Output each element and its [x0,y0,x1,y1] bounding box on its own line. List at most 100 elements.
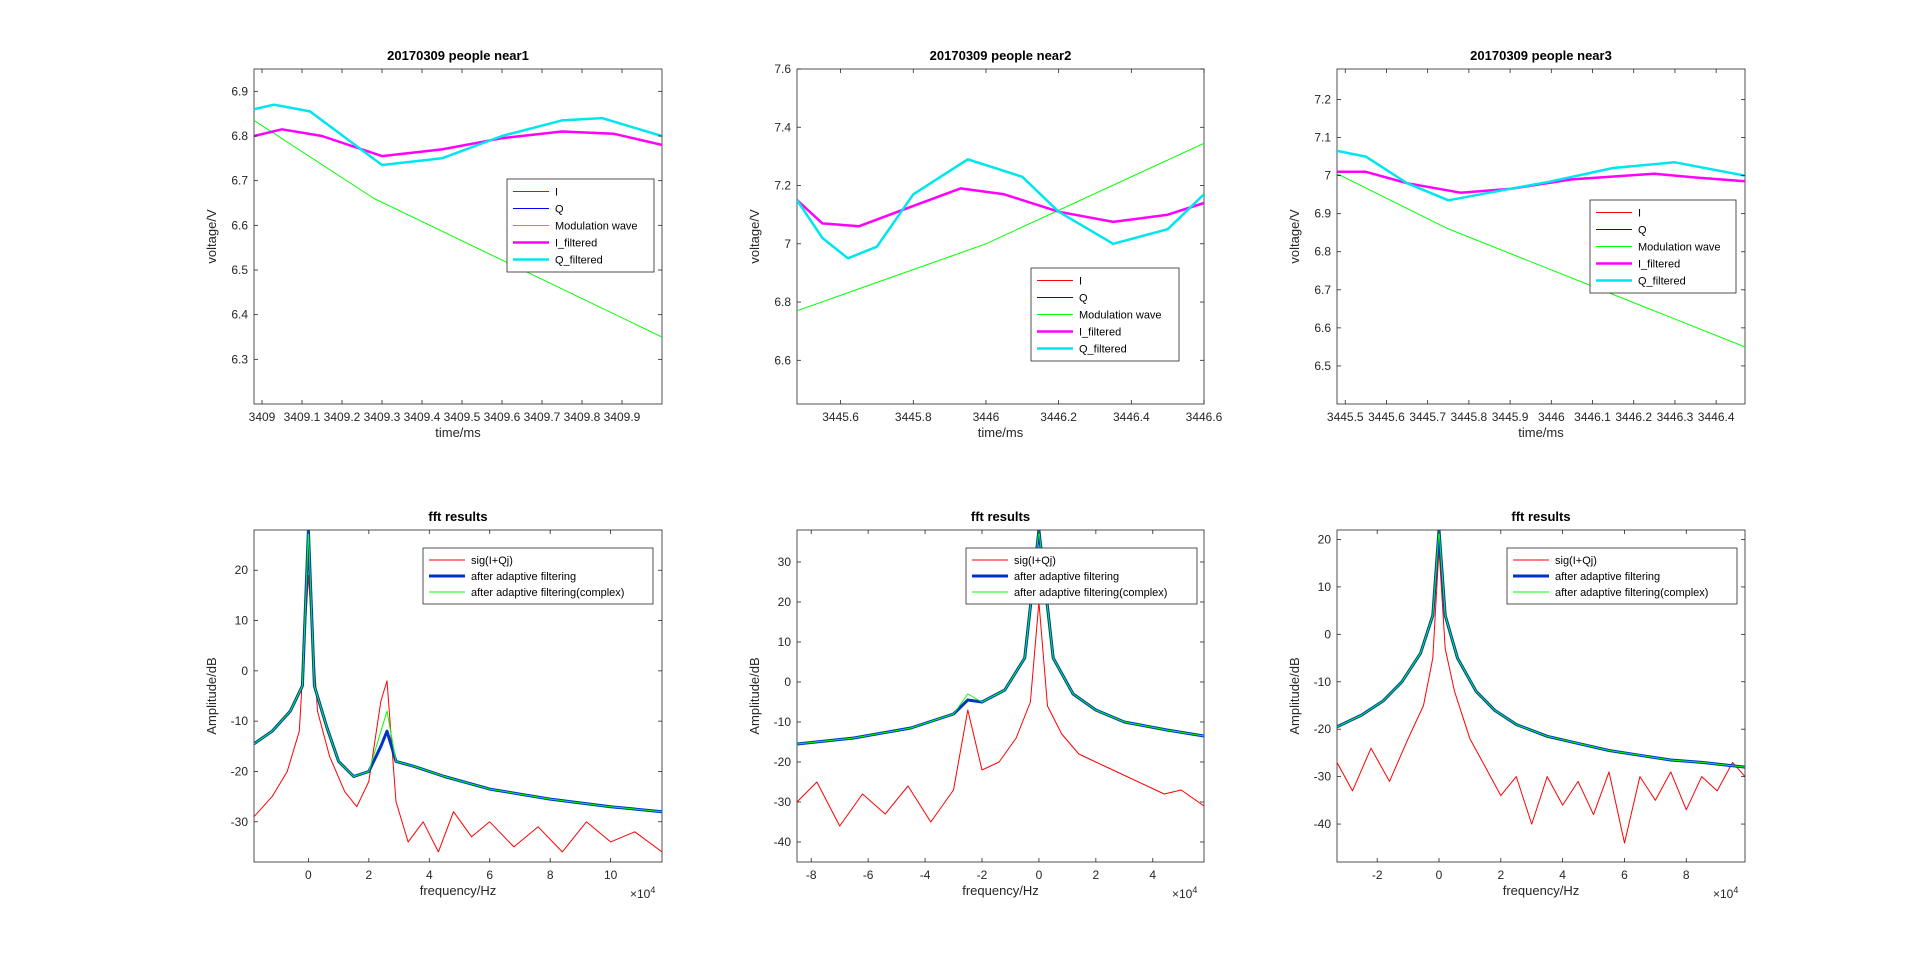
x-tick-label: 3446.2 [1615,410,1652,424]
legend-entry: Modulation wave [1638,242,1721,254]
x-tick-label: 3446 [1538,410,1565,424]
x-tick-label: 10 [604,868,618,882]
legend: sig(I+Qj) after adaptive filtering after a… [422,547,654,605]
y-tick-label: 6.8 [1314,245,1331,259]
y-tick-label: 10 [778,635,792,649]
y-tick-label: -40 [1314,817,1332,831]
legend-entry: after adaptive filtering [1014,571,1119,583]
y-tick-label: 7.2 [1314,92,1331,106]
y-tick-label: 7.4 [774,120,791,134]
x-tick-label: 3446.3 [1657,410,1694,424]
y-tick-label: -30 [1314,770,1332,784]
series-line-1 [1337,548,1745,844]
y-tick-label: 7.6 [774,62,791,76]
legend-entry: Q_filtered [555,255,603,267]
x-tick-label: 3409.8 [564,410,601,424]
y-axis-label: Amplitude/dB [204,657,219,734]
x-tick-label: 3409.1 [284,410,321,424]
y-axis-label: voltage/V [747,209,762,264]
x-axis-label: time/ms [435,425,481,440]
series-line-5 [254,103,662,167]
series-line-1 [797,601,1204,827]
x-axis-label: time/ms [978,425,1024,440]
series-line-3 [1337,173,1745,348]
series-group [254,530,662,853]
x-tick-label: 3409.2 [324,410,361,424]
x-tick-label: 8 [1683,868,1690,882]
y-tick-label: 0 [1324,627,1331,641]
y-tick-label: 6.6 [774,353,791,367]
x-tick-label: 3445.9 [1492,410,1529,424]
legend-entry: I [1638,208,1641,220]
chart-title: fft results [1511,509,1570,524]
series-line-3 [1337,530,1745,768]
series-line-4 [254,128,662,158]
x-tick-label: 3445.6 [1368,410,1405,424]
y-axis-label: Amplitude/dB [1287,657,1302,734]
chart-title: fft results [971,509,1030,524]
x-tick-label: 3446.6 [1186,410,1223,424]
x-tick-label: 6 [486,868,493,882]
chart-panel-3: 3445.5 3445.6 3445.7 3445.8 3445.9 3446 3446.1… [1287,48,1746,440]
legend-entry: after adaptive filtering(complex) [1014,587,1167,599]
x-tick-label: 0 [1036,868,1043,882]
y-tick-label: 6.9 [231,84,248,98]
x-tick-label: 3445.6 [822,410,859,424]
x-tick-label: -8 [806,868,817,882]
y-tick-label: 7 [1324,169,1331,183]
y-tick-label: 0 [784,675,791,689]
y-tick-label: 6.7 [1314,283,1331,297]
x-tick-label: 0 [305,868,312,882]
x-tick-label: 3409.3 [364,410,401,424]
y-tick-label: 6.7 [231,174,248,188]
x-tick-label: -6 [863,868,874,882]
legend-entry: Q [1079,293,1088,305]
x-tick-label: 3409 [249,410,276,424]
y-tick-label: -10 [774,715,792,729]
chart-panel-2: 3445.6 3445.8 3446 3446.2 3446.4 3446.6 6.6 6.8… [747,48,1223,440]
series-group [797,142,1204,312]
series-group [254,103,662,338]
y-tick-label: 30 [778,555,792,569]
y-tick-label: 20 [235,563,249,577]
x-tick-label: 3409.9 [604,410,641,424]
series-line-3 [797,530,1204,745]
legend: IQ Modulation wave I_filtered Q_filtered [1589,199,1737,294]
legend-entry: I [1079,276,1082,288]
x-tick-label: 3445.5 [1327,410,1364,424]
y-tick-label: 10 [1318,580,1332,594]
legend-entry: Modulation wave [555,221,638,233]
x-axis-label: frequency/Hz [1503,883,1580,898]
y-axis-label: voltage/V [1287,209,1302,264]
chart-title: 20170309 people near2 [930,48,1072,63]
y-tick-label: -20 [1314,722,1332,736]
x-tick-label: -2 [977,868,988,882]
legend-entry: Q [1638,225,1647,237]
series-line-3 [254,530,662,813]
y-tick-label: 10 [235,614,249,628]
y-tick-label: 7.1 [1314,131,1331,145]
y-tick-label: -10 [1314,675,1332,689]
legend: sig(I+Qj) after adaptive filtering after a… [1506,547,1738,605]
y-tick-label: 20 [1318,532,1332,546]
x-tick-label: 3409.6 [484,410,521,424]
series-line-5 [1337,149,1745,202]
legend-entry: after adaptive filtering [471,571,576,583]
y-tick-label: -30 [774,795,792,809]
x-tick-label: 8 [547,868,554,882]
legend: IQ Modulation wave I_filtered Q_filtered [1030,267,1180,362]
x-tick-label: 3446 [973,410,1000,424]
series-group [797,530,1204,827]
legend-entry: I [555,187,558,199]
x-tick-label: 2 [366,868,373,882]
series-group [1337,149,1745,348]
x-tick-label: 3409.5 [444,410,481,424]
legend-entry: I_filtered [555,238,597,250]
x-tick-label: -2 [1372,868,1383,882]
series-line-3 [254,119,662,338]
y-tick-label: 7 [784,237,791,251]
chart-title: 20170309 people near1 [387,48,529,63]
x-tick-label: 6 [1621,868,1628,882]
